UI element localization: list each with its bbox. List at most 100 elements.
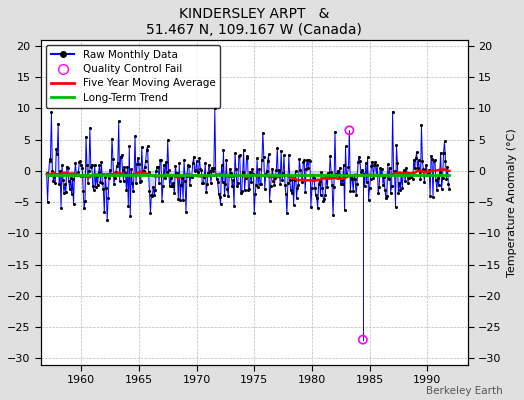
Point	[173, 169, 181, 176]
Point	[179, 197, 187, 203]
Point	[168, 180, 177, 186]
Point	[408, 171, 416, 178]
Point	[216, 201, 225, 207]
Point	[319, 198, 328, 204]
Point	[272, 167, 280, 174]
Point	[349, 188, 357, 194]
Point	[431, 157, 439, 163]
Point	[224, 193, 233, 199]
Point	[357, 168, 365, 175]
Point	[344, 164, 353, 170]
Point	[76, 158, 84, 164]
Point	[45, 158, 53, 164]
Point	[420, 179, 429, 185]
Point	[54, 121, 62, 127]
Point	[427, 153, 435, 159]
Point	[350, 172, 358, 178]
Point	[261, 171, 270, 177]
Point	[315, 178, 324, 184]
Point	[318, 184, 326, 191]
Point	[148, 192, 157, 199]
Point	[384, 161, 392, 168]
Point	[143, 146, 151, 153]
Point	[267, 173, 276, 180]
Point	[213, 176, 221, 182]
Point	[337, 177, 346, 183]
Point	[249, 171, 257, 177]
Point	[48, 168, 57, 174]
Point	[212, 172, 220, 178]
Point	[299, 159, 308, 165]
Point	[222, 157, 231, 163]
Point	[358, 167, 366, 173]
Legend: Raw Monthly Data, Quality Control Fail, Five Year Moving Average, Long-Term Tren: Raw Monthly Data, Quality Control Fail, …	[46, 45, 221, 108]
Point	[243, 152, 252, 159]
Point	[56, 168, 64, 174]
Point	[303, 156, 311, 163]
Point	[316, 192, 325, 198]
Point	[198, 180, 206, 186]
Point	[381, 187, 389, 193]
Point	[217, 162, 226, 168]
Point	[130, 170, 138, 177]
Point	[86, 125, 94, 131]
Point	[84, 180, 92, 187]
Point	[274, 173, 282, 179]
Point	[184, 163, 193, 169]
Point	[201, 160, 210, 166]
Point	[136, 179, 144, 185]
Point	[281, 182, 289, 188]
Point	[93, 181, 102, 188]
Point	[124, 203, 133, 210]
Point	[433, 187, 441, 193]
Point	[443, 164, 452, 170]
Point	[330, 184, 338, 190]
Point	[134, 155, 142, 161]
Point	[445, 185, 453, 192]
Point	[208, 165, 216, 171]
Point	[241, 187, 249, 193]
Point	[402, 165, 410, 171]
Point	[381, 194, 390, 201]
Point	[286, 177, 294, 184]
Point	[43, 198, 52, 205]
Point	[97, 158, 106, 165]
Point	[340, 162, 348, 168]
Point	[275, 167, 283, 174]
Title: KINDERSLEY ARPT   &
51.467 N, 109.167 W (Canada): KINDERSLEY ARPT & 51.467 N, 109.167 W (C…	[146, 7, 362, 37]
Point	[391, 204, 400, 210]
Point	[378, 166, 386, 172]
Point	[79, 187, 88, 194]
Point	[326, 153, 334, 160]
Point	[223, 186, 232, 192]
Point	[110, 180, 118, 187]
Point	[386, 164, 394, 171]
Point	[137, 178, 145, 184]
Point	[202, 188, 210, 195]
Point	[85, 168, 93, 174]
Point	[428, 156, 436, 163]
Point	[260, 186, 269, 192]
Point	[242, 154, 250, 161]
Point	[432, 177, 440, 184]
Point	[416, 168, 424, 175]
Point	[282, 191, 290, 198]
Point	[128, 180, 136, 186]
Point	[188, 174, 196, 180]
Point	[373, 162, 381, 168]
Point	[187, 173, 195, 179]
Point	[190, 168, 199, 174]
Point	[441, 158, 450, 164]
Point	[111, 175, 119, 182]
Point	[396, 186, 405, 193]
Point	[226, 166, 234, 172]
Point	[78, 164, 86, 171]
Point	[358, 336, 367, 343]
Point	[106, 167, 114, 173]
Point	[95, 162, 104, 168]
Point	[277, 147, 286, 154]
Point	[257, 181, 265, 187]
Point	[210, 165, 218, 172]
Point	[159, 183, 167, 189]
Point	[167, 174, 175, 181]
